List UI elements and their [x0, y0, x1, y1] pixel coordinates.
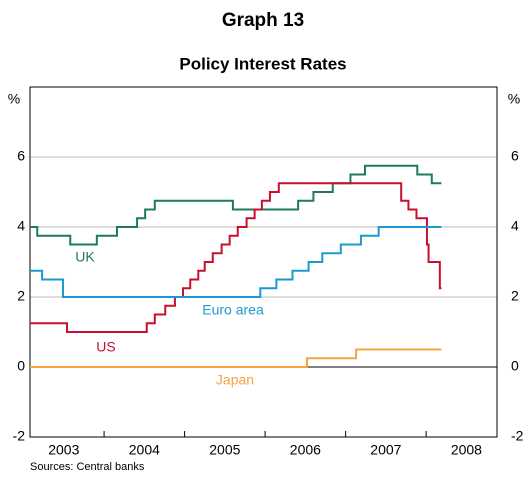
y-tick-label-right: -2	[511, 428, 524, 444]
series-line	[30, 348, 442, 368]
series-line	[30, 226, 442, 298]
y-tick-label-left: 2	[17, 288, 25, 304]
plot-frame	[29, 86, 498, 438]
chart-title: Graph 13	[222, 10, 304, 31]
x-tick-label: 2005	[209, 442, 240, 458]
x-tick-label: 2007	[370, 442, 401, 458]
series-label: UK	[75, 249, 95, 265]
series-label: Euro area	[202, 302, 264, 318]
y-tick-label-left: 0	[17, 358, 25, 374]
chart-subtitle: Policy Interest Rates	[179, 54, 346, 73]
y-tick-label-right: 0	[511, 358, 519, 374]
y-unit-right: %	[508, 91, 520, 107]
x-tick-label: 2003	[48, 442, 79, 458]
series-label: US	[96, 339, 115, 355]
x-tick-label: 2008	[451, 442, 482, 458]
y-tick-label-left: 6	[17, 148, 25, 164]
x-tick-label: 2004	[129, 442, 160, 458]
y-tick-label-left: 4	[17, 218, 25, 234]
series-line	[30, 182, 442, 333]
y-tick-label-right: 6	[511, 148, 519, 164]
series-line	[30, 164, 442, 246]
source-note: Sources: Central banks	[30, 461, 145, 473]
y-tick-label-left: -2	[13, 428, 26, 444]
y-unit-left: %	[8, 91, 20, 107]
x-tick-label: 2006	[290, 442, 321, 458]
series-label: Japan	[216, 372, 254, 388]
y-tick-label-right: 2	[511, 288, 519, 304]
y-tick-label-right: 4	[511, 218, 519, 234]
